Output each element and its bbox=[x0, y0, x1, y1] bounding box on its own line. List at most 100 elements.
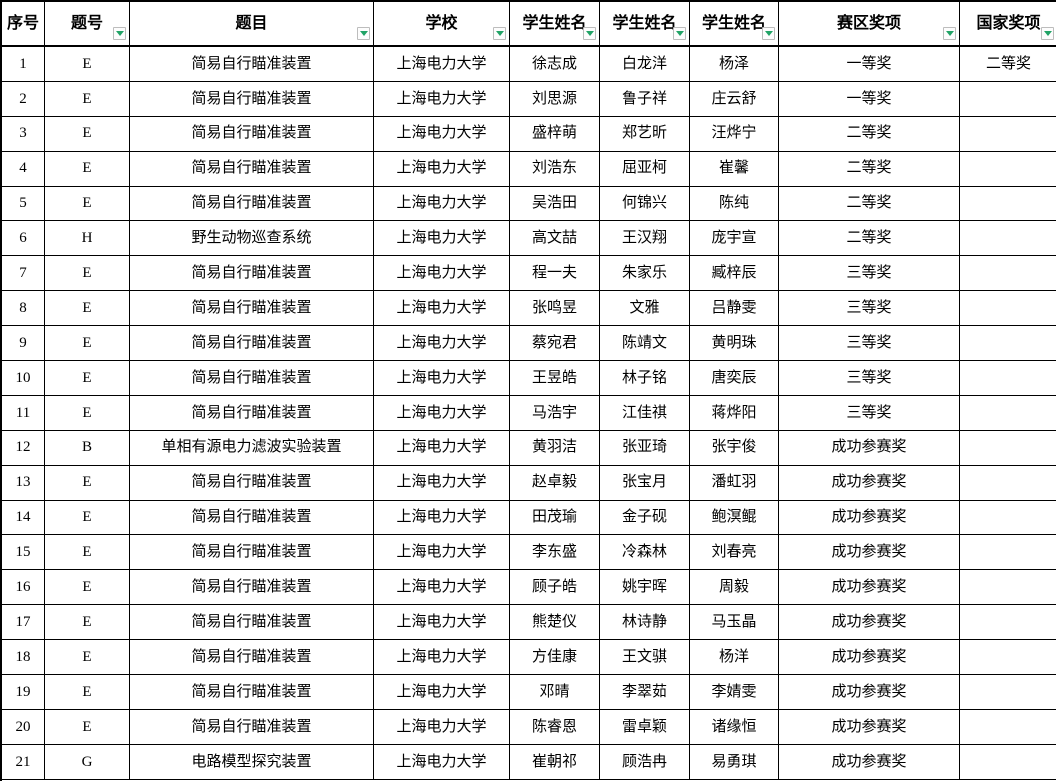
cell-student-1-row6[interactable]: 高文喆 bbox=[510, 221, 600, 257]
cell-school-row21[interactable]: 上海电力大学 bbox=[374, 744, 510, 780]
cell-title-row4[interactable]: 简易自行瞄准装置 bbox=[130, 151, 374, 187]
cell-school-row15[interactable]: 上海电力大学 bbox=[374, 535, 510, 571]
cell-student-3-row16[interactable]: 周毅 bbox=[690, 570, 779, 606]
cell-seq-row3[interactable]: 3 bbox=[2, 116, 45, 152]
cell-national-award-row7[interactable] bbox=[960, 256, 1056, 292]
cell-national-award-row21[interactable] bbox=[960, 744, 1056, 780]
cell-problem-id-row4[interactable]: E bbox=[45, 151, 130, 187]
cell-student-2-row18[interactable]: 王文骐 bbox=[600, 640, 690, 676]
cell-student-3-row8[interactable]: 吕静雯 bbox=[690, 291, 779, 327]
cell-seq-row21[interactable]: 21 bbox=[2, 744, 45, 780]
cell-regional-award-row16[interactable]: 成功参赛奖 bbox=[779, 570, 960, 606]
cell-title-row5[interactable]: 简易自行瞄准装置 bbox=[130, 186, 374, 222]
cell-student-2-row5[interactable]: 何锦兴 bbox=[600, 186, 690, 222]
cell-student-1-row13[interactable]: 赵卓毅 bbox=[510, 465, 600, 501]
cell-title-row3[interactable]: 简易自行瞄准装置 bbox=[130, 116, 374, 152]
cell-school-row18[interactable]: 上海电力大学 bbox=[374, 640, 510, 676]
cell-student-3-row14[interactable]: 鲍溟鲲 bbox=[690, 500, 779, 536]
cell-problem-id-row12[interactable]: B bbox=[45, 430, 130, 466]
cell-seq-row9[interactable]: 9 bbox=[2, 326, 45, 362]
cell-problem-id-row17[interactable]: E bbox=[45, 605, 130, 641]
cell-school-row3[interactable]: 上海电力大学 bbox=[374, 116, 510, 152]
cell-national-award-row5[interactable] bbox=[960, 186, 1056, 222]
cell-regional-award-row14[interactable]: 成功参赛奖 bbox=[779, 500, 960, 536]
cell-student-2-row9[interactable]: 陈靖文 bbox=[600, 326, 690, 362]
cell-student-2-row2[interactable]: 鲁子祥 bbox=[600, 81, 690, 117]
cell-student-2-row10[interactable]: 林子铭 bbox=[600, 361, 690, 396]
cell-student-3-row10[interactable]: 唐奕辰 bbox=[690, 361, 779, 396]
filter-button-regional-award[interactable] bbox=[943, 27, 956, 40]
cell-school-row4[interactable]: 上海电力大学 bbox=[374, 151, 510, 187]
cell-student-2-row14[interactable]: 金子砚 bbox=[600, 500, 690, 536]
cell-problem-id-row13[interactable]: E bbox=[45, 465, 130, 501]
cell-student-1-row16[interactable]: 顾子皓 bbox=[510, 570, 600, 606]
cell-school-row16[interactable]: 上海电力大学 bbox=[374, 570, 510, 606]
cell-title-row20[interactable]: 简易自行瞄准装置 bbox=[130, 709, 374, 745]
cell-student-3-row19[interactable]: 李婧雯 bbox=[690, 675, 779, 710]
cell-seq-row13[interactable]: 13 bbox=[2, 465, 45, 501]
cell-regional-award-row18[interactable]: 成功参赛奖 bbox=[779, 640, 960, 676]
cell-seq-row12[interactable]: 12 bbox=[2, 430, 45, 466]
cell-seq-row7[interactable]: 7 bbox=[2, 256, 45, 292]
cell-student-1-row20[interactable]: 陈睿恩 bbox=[510, 709, 600, 745]
cell-student-3-row9[interactable]: 黄明珠 bbox=[690, 326, 779, 362]
cell-national-award-row4[interactable] bbox=[960, 151, 1056, 187]
cell-seq-row19[interactable]: 19 bbox=[2, 675, 45, 710]
cell-student-2-row12[interactable]: 张亚琦 bbox=[600, 430, 690, 466]
cell-seq-row16[interactable]: 16 bbox=[2, 570, 45, 606]
cell-regional-award-row20[interactable]: 成功参赛奖 bbox=[779, 709, 960, 745]
cell-student-2-row15[interactable]: 冷森林 bbox=[600, 535, 690, 571]
cell-regional-award-row11[interactable]: 三等奖 bbox=[779, 395, 960, 431]
cell-problem-id-row14[interactable]: E bbox=[45, 500, 130, 536]
cell-national-award-row13[interactable] bbox=[960, 465, 1056, 501]
cell-problem-id-row6[interactable]: H bbox=[45, 221, 130, 257]
filter-button-national-award[interactable] bbox=[1041, 27, 1054, 40]
cell-student-2-row21[interactable]: 顾浩冉 bbox=[600, 744, 690, 780]
cell-school-row14[interactable]: 上海电力大学 bbox=[374, 500, 510, 536]
filter-button-student-2[interactable] bbox=[673, 27, 686, 40]
cell-student-2-row8[interactable]: 文雅 bbox=[600, 291, 690, 327]
cell-problem-id-row10[interactable]: E bbox=[45, 361, 130, 396]
cell-student-1-row10[interactable]: 王昱皓 bbox=[510, 361, 600, 396]
cell-seq-row6[interactable]: 6 bbox=[2, 221, 45, 257]
column-header-seq[interactable]: 序号 bbox=[2, 2, 45, 47]
cell-student-1-row19[interactable]: 邓晴 bbox=[510, 675, 600, 710]
cell-student-3-row7[interactable]: 臧梓辰 bbox=[690, 256, 779, 292]
cell-school-row13[interactable]: 上海电力大学 bbox=[374, 465, 510, 501]
cell-seq-row20[interactable]: 20 bbox=[2, 709, 45, 745]
cell-title-row18[interactable]: 简易自行瞄准装置 bbox=[130, 640, 374, 676]
cell-regional-award-row6[interactable]: 二等奖 bbox=[779, 221, 960, 257]
cell-national-award-row2[interactable] bbox=[960, 81, 1056, 117]
cell-student-1-row11[interactable]: 马浩宇 bbox=[510, 395, 600, 431]
cell-national-award-row14[interactable] bbox=[960, 500, 1056, 536]
cell-seq-row15[interactable]: 15 bbox=[2, 535, 45, 571]
column-header-student-2[interactable]: 学生姓名 bbox=[600, 2, 690, 47]
cell-student-3-row2[interactable]: 庄云舒 bbox=[690, 81, 779, 117]
cell-problem-id-row21[interactable]: G bbox=[45, 744, 130, 780]
cell-student-1-row7[interactable]: 程一夫 bbox=[510, 256, 600, 292]
cell-school-row2[interactable]: 上海电力大学 bbox=[374, 81, 510, 117]
cell-student-3-row1[interactable]: 杨泽 bbox=[690, 47, 779, 82]
cell-national-award-row19[interactable] bbox=[960, 675, 1056, 710]
cell-school-row9[interactable]: 上海电力大学 bbox=[374, 326, 510, 362]
cell-problem-id-row2[interactable]: E bbox=[45, 81, 130, 117]
filter-button-school[interactable] bbox=[493, 27, 506, 40]
cell-regional-award-row19[interactable]: 成功参赛奖 bbox=[779, 675, 960, 710]
cell-national-award-row17[interactable] bbox=[960, 605, 1056, 641]
cell-problem-id-row5[interactable]: E bbox=[45, 186, 130, 222]
cell-seq-row2[interactable]: 2 bbox=[2, 81, 45, 117]
cell-seq-row1[interactable]: 1 bbox=[2, 47, 45, 82]
filter-button-student-3[interactable] bbox=[762, 27, 775, 40]
cell-title-row19[interactable]: 简易自行瞄准装置 bbox=[130, 675, 374, 710]
cell-problem-id-row8[interactable]: E bbox=[45, 291, 130, 327]
cell-problem-id-row16[interactable]: E bbox=[45, 570, 130, 606]
cell-problem-id-row11[interactable]: E bbox=[45, 395, 130, 431]
cell-seq-row11[interactable]: 11 bbox=[2, 395, 45, 431]
cell-national-award-row1[interactable]: 二等奖 bbox=[960, 47, 1056, 82]
cell-student-3-row3[interactable]: 汪烨宁 bbox=[690, 116, 779, 152]
cell-problem-id-row7[interactable]: E bbox=[45, 256, 130, 292]
cell-national-award-row8[interactable] bbox=[960, 291, 1056, 327]
cell-school-row10[interactable]: 上海电力大学 bbox=[374, 361, 510, 396]
cell-national-award-row3[interactable] bbox=[960, 116, 1056, 152]
cell-school-row8[interactable]: 上海电力大学 bbox=[374, 291, 510, 327]
